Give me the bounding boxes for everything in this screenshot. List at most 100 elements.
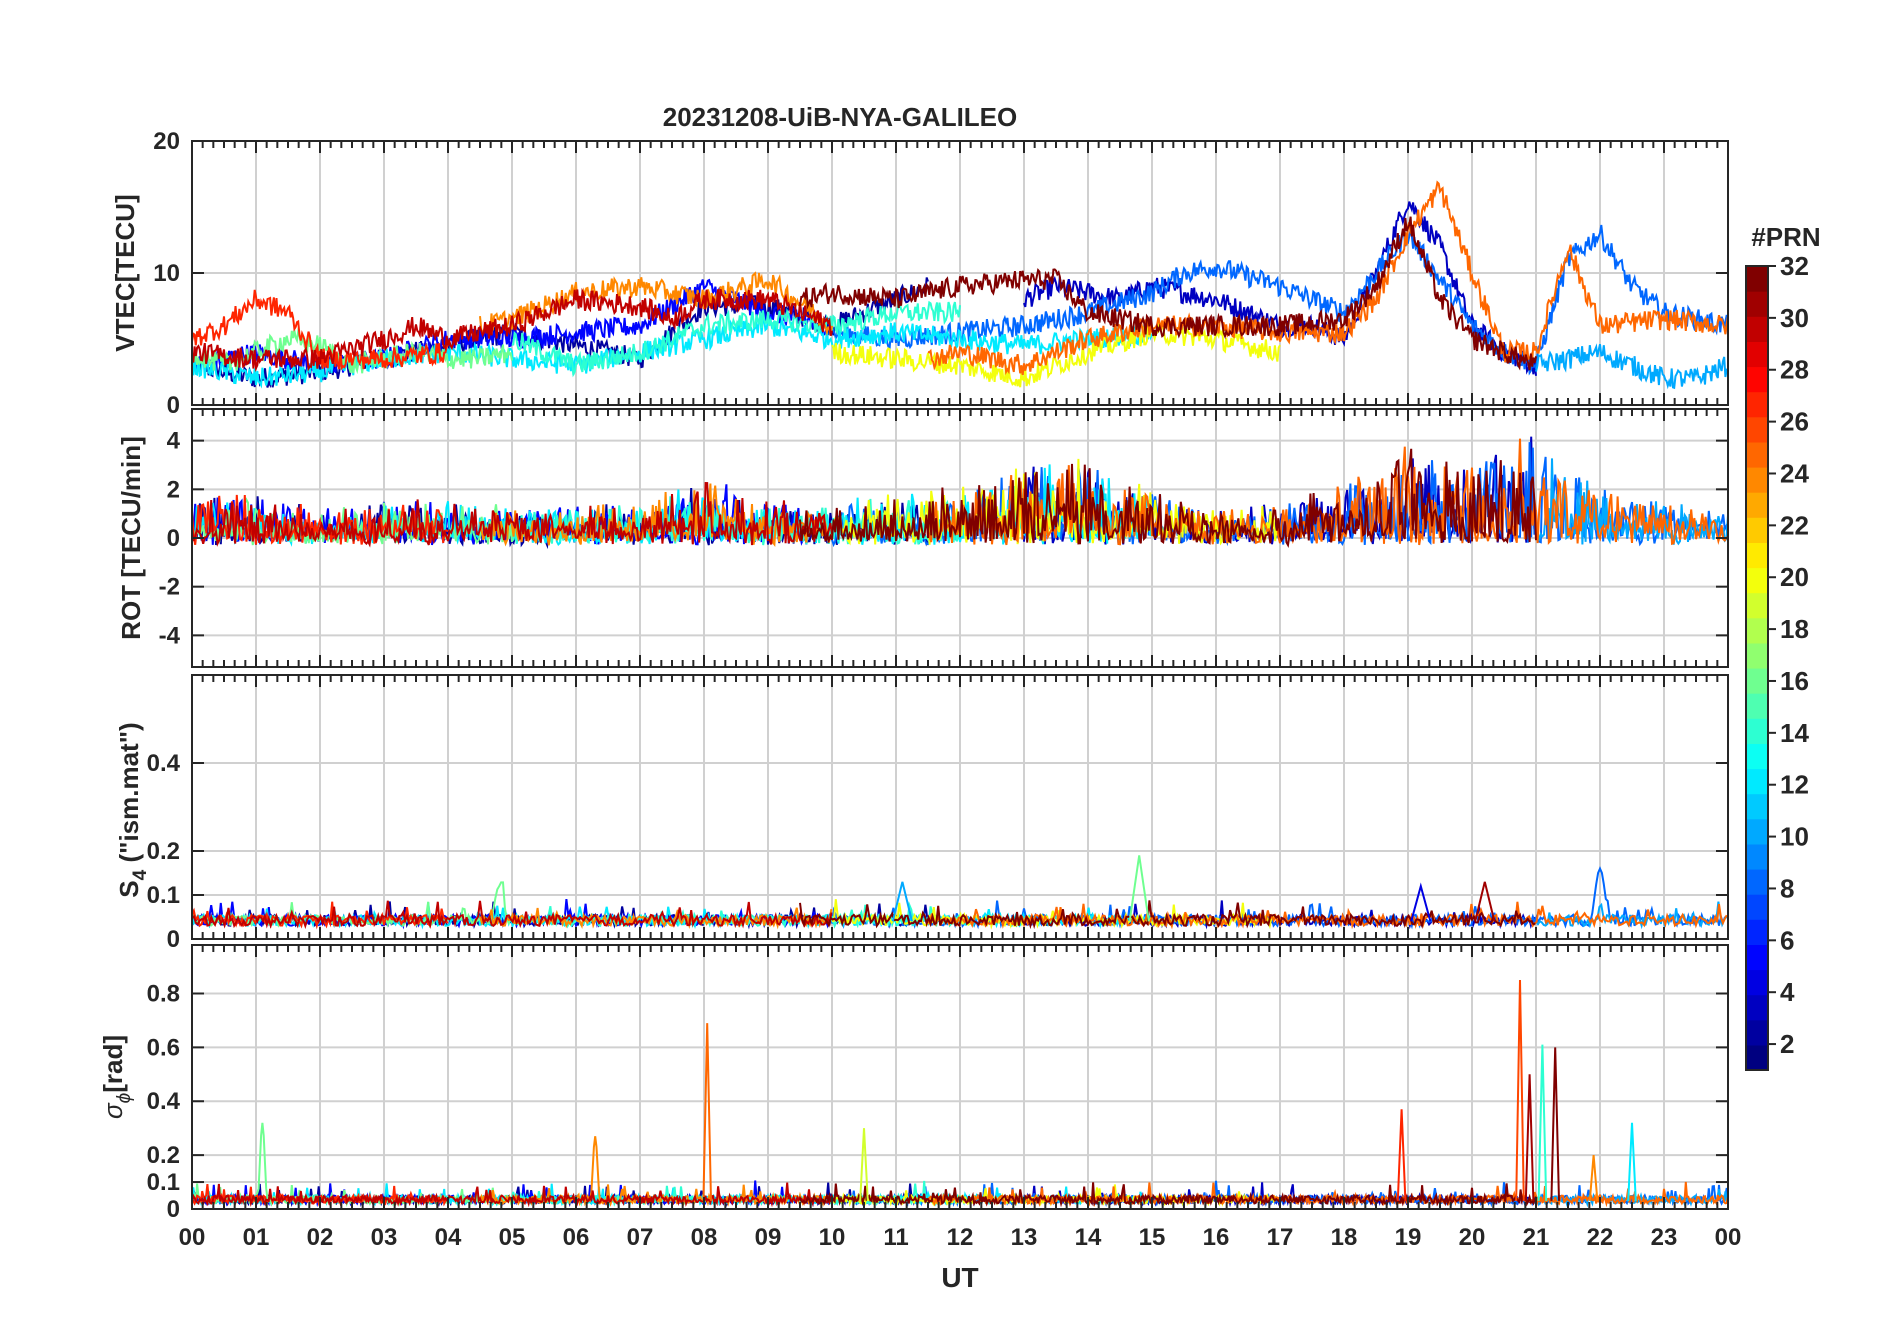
s4-ylabel-main: S bbox=[114, 880, 144, 897]
colorbar-tick-label: 28 bbox=[1780, 355, 1809, 385]
colorbar-tick-label: 2 bbox=[1780, 1029, 1794, 1059]
colorbar-strip bbox=[1746, 517, 1768, 543]
x-tick-label: 00 bbox=[1715, 1224, 1742, 1251]
y-tick-label: 0.6 bbox=[147, 1034, 180, 1061]
colorbar-strip bbox=[1746, 266, 1768, 292]
s4-series-prn-32 bbox=[799, 900, 1536, 930]
rot-lines bbox=[191, 436, 1729, 550]
rot-ticks: -4 -2 0 2 4 bbox=[159, 409, 1729, 667]
s4-series-prn-25 bbox=[927, 901, 1728, 930]
colorbar-tick-label: 18 bbox=[1780, 614, 1809, 644]
colorbar-tick-label: 20 bbox=[1780, 562, 1809, 592]
colorbar-tick-label: 26 bbox=[1780, 407, 1809, 437]
s4-spike-prn-4 bbox=[1410, 882, 1432, 922]
colorbar-tick-label: 4 bbox=[1780, 977, 1795, 1007]
colorbar-strip bbox=[1746, 919, 1768, 945]
y-tick-label: 0 bbox=[167, 525, 180, 552]
colorbar-tick-label: 32 bbox=[1780, 251, 1809, 281]
vtec-ticks: 0 10 20 bbox=[153, 128, 1729, 419]
colorbar-strip bbox=[1746, 391, 1768, 418]
y-tick-label: 0.1 bbox=[147, 1169, 180, 1196]
colorbar-strip bbox=[1746, 441, 1768, 468]
colorbar-strip bbox=[1746, 492, 1768, 518]
sigphi-spike-prn-27 bbox=[1396, 1109, 1407, 1201]
s4-ylabel-rest: ("ism.mat") bbox=[114, 722, 144, 869]
panel-s4: 0 0.1 0.2 0.4 S4 ("ism.mat") bbox=[114, 674, 1729, 953]
colorbar-strip bbox=[1746, 416, 1768, 443]
colorbar-tick-label: 30 bbox=[1780, 303, 1809, 333]
y-tick-label: 4 bbox=[167, 428, 181, 455]
rot-series-prn-25 bbox=[927, 438, 1729, 546]
panel-vtec: 0 10 20 VTEC[TECU] bbox=[110, 128, 1729, 419]
colorbar-strip bbox=[1746, 617, 1768, 644]
y-tick-label: 10 bbox=[153, 260, 180, 287]
x-tick-label: 23 bbox=[1651, 1224, 1678, 1251]
y-tick-label: -2 bbox=[159, 574, 180, 601]
sigphi-spike-prn-12 bbox=[1627, 1122, 1637, 1201]
sigphi-ylabel-rest: [rad] bbox=[98, 1035, 128, 1093]
y-tick-label: 0.4 bbox=[147, 750, 181, 777]
x-tick-label: 15 bbox=[1139, 1224, 1166, 1251]
x-tick-label: 04 bbox=[435, 1224, 462, 1251]
colorbar-tick-label: 14 bbox=[1780, 718, 1809, 748]
vtec-ylabel: VTEC[TECU] bbox=[110, 194, 140, 351]
colorbar-tick-label: 12 bbox=[1780, 770, 1809, 800]
sigphi-series-prn-32 bbox=[799, 1182, 1537, 1208]
x-tick-label: 00 bbox=[179, 1224, 206, 1251]
rot-series-prn-27 bbox=[191, 494, 449, 545]
x-tick-label: 09 bbox=[755, 1224, 782, 1251]
x-tick-label: 21 bbox=[1523, 1224, 1550, 1251]
rot-series-prn-32 bbox=[799, 448, 1537, 548]
colorbar-strip bbox=[1746, 969, 1768, 996]
colorbar-strip bbox=[1746, 743, 1768, 770]
vtec-series-prn-27 bbox=[191, 289, 449, 371]
x-axis-label: UT bbox=[941, 1262, 978, 1293]
y-tick-label: 0.2 bbox=[147, 838, 180, 865]
s4-ylabel: S4 ("ism.mat") bbox=[114, 722, 151, 897]
colorbar-tick-label: 22 bbox=[1780, 510, 1809, 540]
x-tick-labels: 00 01 02 03 04 05 06 07 08 09 10 11 12 13 14 15 16 17 18 19… bbox=[179, 1224, 1742, 1251]
x-tick-label: 07 bbox=[627, 1224, 654, 1251]
colorbar-tick-label: 8 bbox=[1780, 873, 1794, 903]
sigphi-spike-prn-14 bbox=[1537, 1044, 1548, 1201]
vtec-lines bbox=[191, 180, 1729, 390]
s4-series-prn-16 bbox=[191, 881, 512, 929]
y-tick-label: 2 bbox=[167, 476, 180, 503]
sigphi-spike-prn-25 bbox=[702, 1023, 712, 1201]
colorbar-strip bbox=[1746, 341, 1768, 368]
colorbar-tick-label: 6 bbox=[1780, 925, 1794, 955]
x-tick-label: 10 bbox=[819, 1224, 846, 1251]
panel-rot: -4 -2 0 2 4 ROT [TECU/min] bbox=[116, 408, 1729, 668]
colorbar-strip bbox=[1746, 768, 1768, 795]
y-tick-label: 0.4 bbox=[147, 1088, 181, 1115]
colorbar-strip bbox=[1746, 291, 1768, 317]
colorbar-strip bbox=[1746, 1019, 1768, 1046]
colorbar-strip bbox=[1746, 718, 1768, 744]
sigphi-ylabel-main: σ bbox=[98, 1102, 128, 1119]
sigphi-ylabel: σϕ[rad] bbox=[98, 1035, 135, 1119]
colorbar-strip bbox=[1746, 818, 1768, 845]
colorbar-strip bbox=[1746, 944, 1768, 971]
y-tick-label: 0.2 bbox=[147, 1142, 180, 1169]
s4-lines bbox=[191, 855, 1729, 930]
sigphi-spike-prn-31 bbox=[1524, 1074, 1535, 1201]
rot-series-prn-30 bbox=[191, 481, 833, 548]
vtec-series-prn-8 bbox=[831, 224, 1729, 376]
s4-grid bbox=[192, 675, 1728, 940]
x-tick-label: 20 bbox=[1459, 1224, 1486, 1251]
colorbar-title: #PRN bbox=[1751, 222, 1820, 252]
x-tick-label: 03 bbox=[371, 1224, 398, 1251]
colorbar-strip bbox=[1746, 366, 1768, 393]
s4-series-prn-30 bbox=[191, 900, 833, 930]
sigphi-spike-prn-32 bbox=[1550, 1047, 1560, 1201]
s4-spike-prn-31 bbox=[1474, 881, 1496, 922]
sigphi-spike-prn-19 bbox=[859, 1128, 869, 1201]
vtec-series-prn-25 bbox=[927, 180, 1729, 376]
colorbar-strip bbox=[1746, 894, 1768, 920]
x-tick-label: 22 bbox=[1587, 1224, 1614, 1251]
x-tick-label: 13 bbox=[1011, 1224, 1038, 1251]
panel-sigphi: 00.10.2 0.4 0.6 0.8 σϕ[rad] bbox=[98, 944, 1729, 1223]
